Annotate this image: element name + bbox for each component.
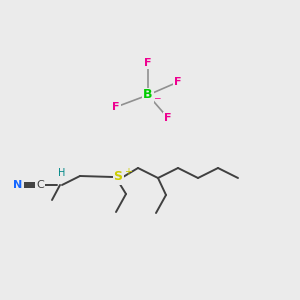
Text: S: S: [113, 170, 122, 184]
Text: −: −: [153, 94, 160, 103]
Text: F: F: [174, 77, 182, 87]
Text: F: F: [144, 58, 152, 68]
Text: +: +: [124, 167, 132, 177]
Text: C: C: [36, 180, 44, 190]
Text: B: B: [143, 88, 153, 101]
Text: F: F: [164, 113, 172, 123]
Text: H: H: [58, 168, 66, 178]
Text: N: N: [14, 180, 22, 190]
Text: F: F: [112, 102, 120, 112]
